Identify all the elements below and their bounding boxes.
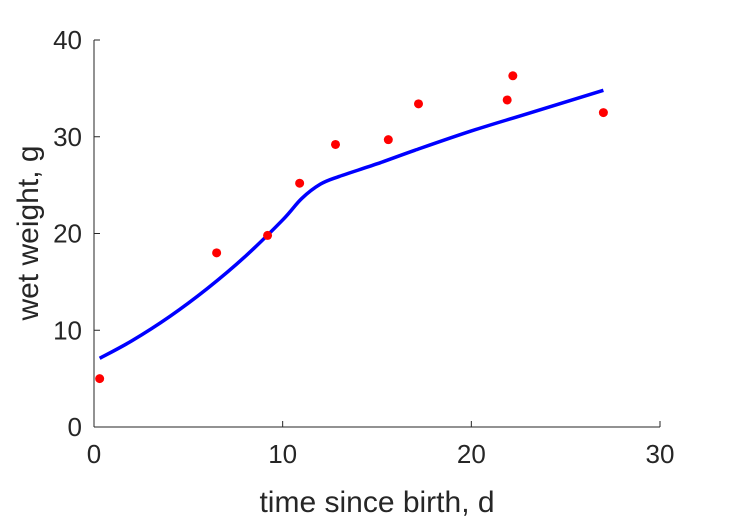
data-point [295,178,305,188]
fit-curve [98,88,604,360]
data-point [383,135,393,145]
x-tick-label: 20 [457,439,486,469]
x-axis-label: time since birth, d [259,486,494,519]
y-axis-label: wet weight, g [12,145,45,321]
data-points-group [95,71,608,384]
y-tick-label: 40 [53,25,82,55]
fit-curve-group [98,88,604,360]
data-point [95,374,105,384]
data-point [263,230,273,240]
data-point [598,108,608,118]
x-tick-label: 30 [646,439,675,469]
y-tick-label: 20 [53,219,82,249]
data-point [212,248,222,258]
data-point [508,71,518,81]
x-axis-ticks: 0 10 20 30 [87,421,675,469]
y-tick-label: 10 [53,315,82,345]
y-tick-label: 30 [53,122,82,152]
data-point [502,95,512,105]
data-point [330,139,340,149]
x-tick-label: 0 [87,439,101,469]
y-tick-label: 0 [68,412,82,442]
data-point [414,99,424,109]
y-axis-ticks: 0 10 20 30 40 [53,25,100,442]
x-tick-label: 10 [268,439,297,469]
